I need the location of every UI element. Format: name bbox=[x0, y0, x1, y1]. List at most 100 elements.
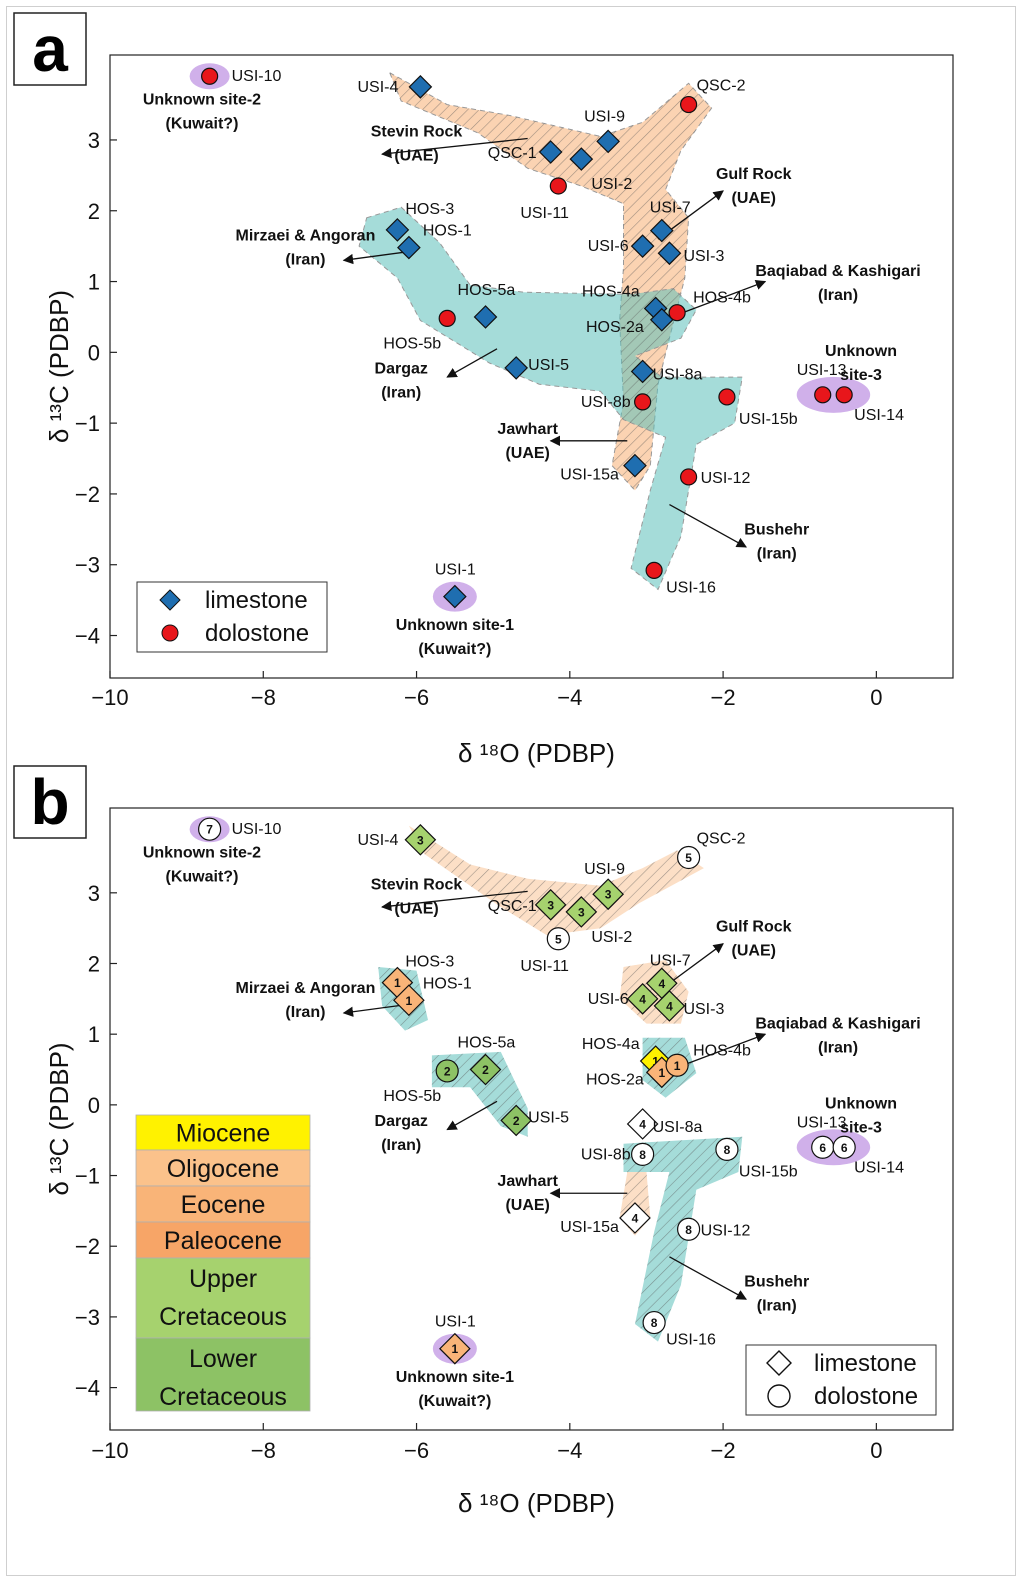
point-qsc-2 bbox=[680, 95, 698, 114]
point-hos-2a bbox=[649, 307, 674, 332]
point-label-usi-4: USI-4 bbox=[357, 79, 398, 96]
site-region-unknown-site-2: (Kuwait?) bbox=[166, 116, 239, 133]
point-label-hos-2a: HOS-2a bbox=[586, 1071, 644, 1088]
y-tick-label: −4 bbox=[75, 1376, 100, 1401]
point-age-usi-15b: 8 bbox=[724, 1143, 731, 1157]
point-label-usi-9: USI-9 bbox=[584, 861, 625, 878]
point-age-qsc-2: 5 bbox=[685, 851, 692, 865]
point-label-usi-5: USI-5 bbox=[528, 1109, 569, 1126]
point-label-hos-4a: HOS-4a bbox=[582, 283, 640, 300]
x-tick-label: −8 bbox=[251, 685, 276, 710]
point-usi-4 bbox=[404, 823, 437, 856]
point-label-hos-5a: HOS-5a bbox=[458, 282, 516, 299]
point-age-usi-8a: 4 bbox=[639, 1117, 646, 1131]
point-label-hos-4b: HOS-4b bbox=[693, 1042, 751, 1059]
site-name-baqiabad-kashigari: Baqiabad & Kashigari bbox=[755, 263, 920, 280]
y-tick-label: 0 bbox=[88, 340, 100, 365]
site-region-baqiabad-kashigari: (Iran) bbox=[818, 1040, 858, 1057]
orange-field-hatch bbox=[389, 72, 712, 491]
point-label-usi-10: USI-10 bbox=[232, 821, 282, 838]
point-age-usi-3: 4 bbox=[666, 999, 673, 1013]
point-usi-8a bbox=[626, 1108, 659, 1140]
point-label-qsc-1: QSC-1 bbox=[488, 898, 537, 915]
x-tick-label: −6 bbox=[404, 1438, 429, 1463]
plot-frame bbox=[109, 807, 954, 1431]
arrow-baqiabad-kashigari bbox=[680, 1032, 767, 1067]
point-usi-7 bbox=[649, 218, 674, 243]
point-age-usi-14: 6 bbox=[841, 1141, 848, 1155]
point-usi-10 bbox=[198, 817, 222, 841]
point-age-hos-4a: 1 bbox=[652, 1055, 659, 1069]
point-usi-15a bbox=[623, 453, 647, 478]
point-usi-16 bbox=[642, 1310, 666, 1335]
point-hos-5b bbox=[438, 309, 456, 327]
point-age-usi-6: 4 bbox=[639, 992, 646, 1006]
site-name-unknown: Unknown bbox=[825, 1095, 897, 1112]
point-qsc-1 bbox=[534, 888, 567, 921]
point-usi-9 bbox=[592, 878, 624, 911]
site-region-unknown-site-1: (Kuwait?) bbox=[418, 641, 491, 658]
age-key-label-miocene: Miocene bbox=[176, 1120, 271, 1148]
site-name-gulf-rock: Gulf Rock bbox=[716, 919, 792, 936]
point-label-usi-13: USI-13 bbox=[797, 1114, 847, 1131]
point-label-hos-3: HOS-3 bbox=[405, 954, 454, 971]
point-usi-6 bbox=[626, 982, 659, 1015]
point-usi-8a bbox=[630, 359, 655, 384]
point-label-hos-4b: HOS-4b bbox=[693, 290, 751, 307]
age-key-label-upper-cretaceous-1: Upper bbox=[189, 1265, 257, 1293]
point-label-usi-7: USI-7 bbox=[650, 200, 691, 217]
age-key-label-lower-cretaceous-2: Cretaceous bbox=[159, 1383, 287, 1411]
x-tick-label: 0 bbox=[870, 685, 882, 710]
point-usi-1 bbox=[443, 584, 467, 609]
point-label-usi-12: USI-12 bbox=[701, 470, 751, 487]
point-label-usi-3: USI-3 bbox=[683, 248, 724, 265]
point-age-usi-10: 7 bbox=[206, 823, 213, 837]
point-qsc-1 bbox=[538, 140, 563, 164]
point-age-usi-1: 1 bbox=[452, 1342, 459, 1356]
site-name-mirzaei-angoran: Mirzaei & Angoran bbox=[235, 227, 375, 244]
arrow-stevin-rock bbox=[381, 137, 528, 159]
y-axis-label: δ ¹³C (PDBP) bbox=[44, 290, 74, 443]
site-name-bushehr: Bushehr bbox=[744, 1274, 809, 1291]
site-name-dargaz: Dargaz bbox=[375, 1113, 428, 1130]
point-age-usi-5: 2 bbox=[513, 1114, 520, 1128]
point-usi-12 bbox=[680, 468, 698, 486]
point-label-qsc-1: QSC-1 bbox=[488, 145, 537, 162]
point-age-hos-3: 1 bbox=[394, 976, 401, 990]
site-name-bushehr: Bushehr bbox=[744, 521, 809, 538]
x-axis-label: δ ¹⁸O (PDBP) bbox=[458, 738, 615, 768]
site-region-bushehr: (Iran) bbox=[757, 545, 797, 562]
point-usi-11 bbox=[549, 177, 567, 195]
arrow-bushehr bbox=[669, 1256, 747, 1300]
site-name-unknown-site-2: Unknown site-2 bbox=[143, 92, 261, 109]
point-hos-1 bbox=[397, 235, 421, 260]
x-tick-label: −2 bbox=[711, 1438, 736, 1463]
arrow-mirzaei-angoran bbox=[342, 1003, 408, 1017]
point-age-usi-7: 4 bbox=[658, 977, 665, 991]
y-tick-label: 1 bbox=[88, 270, 100, 295]
legend-dolostone-marker bbox=[767, 1384, 791, 1408]
point-age-usi-2: 3 bbox=[578, 905, 585, 919]
arrow-dargaz bbox=[446, 1100, 498, 1131]
point-age-usi-13: 6 bbox=[819, 1141, 826, 1155]
point-usi-12 bbox=[677, 1217, 701, 1241]
legend-dolostone-marker bbox=[161, 624, 179, 642]
y-tick-label: 1 bbox=[88, 1022, 100, 1047]
site-name-mirzaei-angoran: Mirzaei & Angoran bbox=[235, 980, 375, 997]
point-age-hos-5a: 2 bbox=[482, 1063, 489, 1077]
point-label-usi-8a: USI-8a bbox=[653, 366, 703, 383]
site-name-jawhart: Jawhart bbox=[497, 1173, 558, 1190]
site-name-stevin-rock: Stevin Rock bbox=[371, 123, 463, 140]
panel-label-box bbox=[13, 12, 87, 86]
y-tick-label: 2 bbox=[88, 199, 100, 224]
point-label-usi-11: USI-11 bbox=[520, 958, 569, 975]
y-tick-label: −1 bbox=[75, 411, 100, 436]
point-age-usi-15a: 4 bbox=[632, 1211, 639, 1225]
y-tick-label: −3 bbox=[75, 553, 100, 578]
point-usi-8b bbox=[631, 1142, 655, 1166]
halo-usi-13 bbox=[796, 376, 871, 413]
figure-frame bbox=[6, 6, 1016, 1576]
site-name-baqiabad-kashigari: Baqiabad & Kashigari bbox=[755, 1016, 920, 1033]
y-tick-label: −3 bbox=[75, 1305, 100, 1330]
point-label-usi-6: USI-6 bbox=[588, 991, 629, 1008]
